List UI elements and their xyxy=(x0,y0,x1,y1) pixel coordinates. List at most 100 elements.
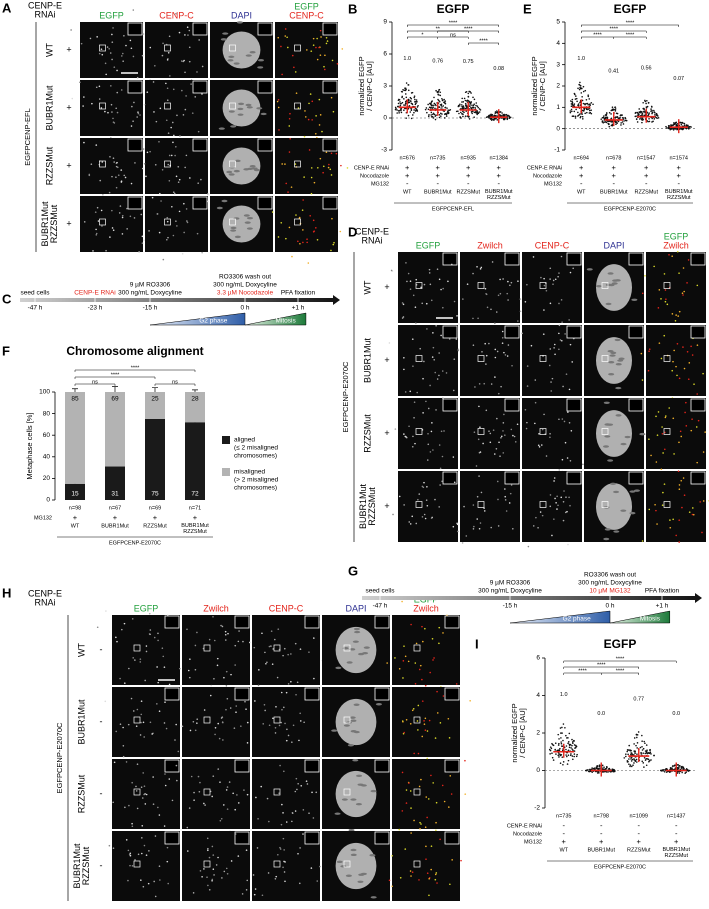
data-point xyxy=(687,770,690,772)
data-point xyxy=(403,98,405,100)
merge-header: EGFP xyxy=(664,231,689,241)
roi-box xyxy=(413,788,421,796)
data-point xyxy=(461,97,464,100)
kinetochore xyxy=(264,651,266,654)
kinetochore xyxy=(497,498,499,501)
chromatin-detail xyxy=(354,630,361,634)
kinetochore xyxy=(165,82,167,85)
roi-box xyxy=(477,501,485,508)
kinetochore xyxy=(282,866,284,869)
data-point xyxy=(608,767,611,770)
kinetochore xyxy=(203,709,206,711)
data-point xyxy=(581,113,583,116)
kinetochore xyxy=(246,742,249,744)
inset xyxy=(628,471,644,485)
row-label: BUBR1Mut xyxy=(76,699,86,745)
data-point xyxy=(403,104,405,106)
kinetochore xyxy=(428,894,430,897)
kinetochore xyxy=(478,475,480,477)
kinetochore xyxy=(545,289,548,292)
roi-box xyxy=(133,644,141,652)
data-point xyxy=(569,754,572,757)
data-point xyxy=(645,106,648,109)
chart-title: Chromosome alignment xyxy=(66,344,203,358)
roi-box xyxy=(415,428,423,435)
kinetochore xyxy=(142,148,145,150)
n-label: n=735 xyxy=(430,155,445,161)
kinetochore xyxy=(641,379,644,381)
chromatin-detail xyxy=(362,651,369,655)
kinetochore xyxy=(133,101,135,104)
kinetochore xyxy=(108,47,110,50)
kinetochore xyxy=(502,452,505,454)
data-point xyxy=(472,107,475,109)
kinetochore xyxy=(542,333,545,335)
data-point xyxy=(441,97,443,100)
data-point xyxy=(583,108,585,111)
row-label: BUBR1Mut xyxy=(358,483,368,529)
kinetochore xyxy=(513,435,516,438)
data-point xyxy=(571,748,574,750)
condition-sign: - xyxy=(437,179,440,188)
data-point xyxy=(565,748,567,751)
chromatin-detail xyxy=(245,54,252,57)
kinetochore xyxy=(147,882,150,885)
kinetochore xyxy=(156,666,158,668)
data-point xyxy=(396,109,398,111)
kinetochore xyxy=(271,663,274,665)
kinetochore xyxy=(504,495,507,498)
kinetochore xyxy=(142,33,145,35)
kinetochore xyxy=(415,278,418,281)
data-point xyxy=(477,111,479,113)
roi-box xyxy=(415,501,423,508)
data-point xyxy=(678,772,681,774)
kinetochore xyxy=(479,268,482,270)
kinetochore xyxy=(203,802,205,805)
kinetochore xyxy=(551,534,553,537)
kinetochore xyxy=(675,365,677,368)
row-label: RZZSMut xyxy=(81,846,91,885)
kinetochore xyxy=(691,507,694,509)
data-point xyxy=(589,111,592,114)
kinetochore xyxy=(449,775,452,777)
kinetochore xyxy=(545,455,548,457)
kinetochore xyxy=(116,640,118,643)
kinetochore xyxy=(323,65,325,68)
kinetochore xyxy=(478,527,481,530)
condition-sign: + xyxy=(497,171,502,180)
kinetochore xyxy=(297,107,300,109)
data-point xyxy=(559,727,562,729)
kinetochore xyxy=(102,193,104,196)
data-point xyxy=(664,769,666,771)
kinetochore xyxy=(283,860,285,863)
time-label: -15 h xyxy=(143,305,158,312)
kinetochore xyxy=(390,269,393,272)
data-point xyxy=(667,125,670,127)
data-point xyxy=(441,99,444,101)
data-point xyxy=(439,91,442,94)
chromatin-detail xyxy=(233,169,240,173)
kinetochore xyxy=(80,42,83,45)
chromatin-detail xyxy=(347,744,354,747)
kinetochore xyxy=(452,525,455,528)
chromatin-detail xyxy=(639,432,646,436)
kinetochore xyxy=(462,298,464,300)
kinetochore xyxy=(206,837,209,840)
data-point xyxy=(620,122,622,124)
roi-box xyxy=(294,102,301,110)
kinetochore xyxy=(209,694,212,697)
kinetochore xyxy=(206,876,208,879)
kinetochore xyxy=(682,477,685,479)
kinetochore xyxy=(255,796,257,799)
kinetochore xyxy=(687,378,690,380)
kinetochore xyxy=(276,100,279,103)
kinetochore xyxy=(422,640,424,643)
kinetochore xyxy=(214,727,217,729)
kinetochore xyxy=(548,364,551,367)
kinetochore xyxy=(309,93,312,95)
kinetochore xyxy=(428,719,431,722)
kinetochore xyxy=(507,280,509,283)
n-label: n=694 xyxy=(574,155,589,161)
data-point xyxy=(641,121,643,124)
condition-sign: + xyxy=(153,513,158,522)
